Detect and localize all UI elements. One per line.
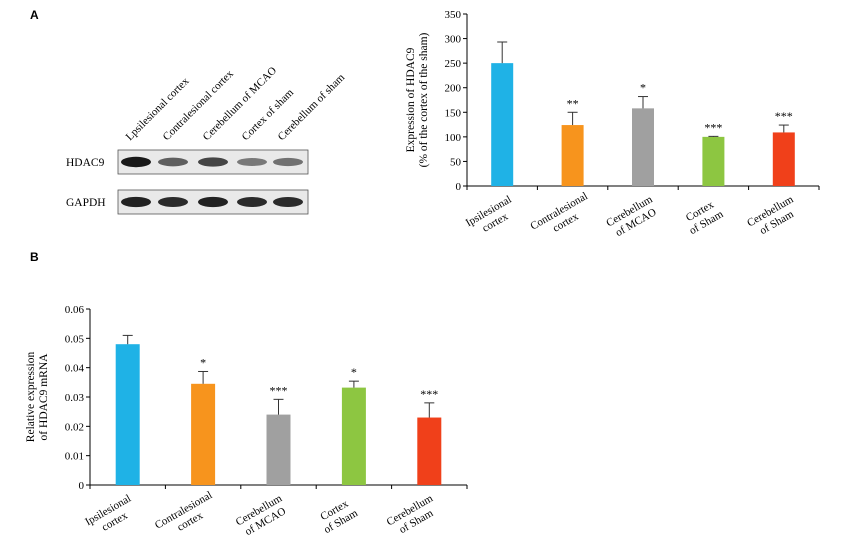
significance-label: * <box>200 355 206 369</box>
significance-label: * <box>640 81 646 95</box>
bar <box>702 136 725 186</box>
blot-lane-label: Contralesional cortex <box>161 68 237 144</box>
x-tick-label: Cortexof Sham <box>315 496 360 536</box>
significance-label: *** <box>704 120 722 134</box>
chart-b-mrna-expression: 0 0.01 0.02 0.03 0.04 0.05 0.06 Relative expres… <box>25 304 468 543</box>
panel-b-label: B <box>30 250 39 264</box>
bar <box>417 417 442 485</box>
y-axis-label: Relative expressionof HDAC9 mRNA <box>25 352 50 443</box>
significance-label: * <box>351 365 357 379</box>
blot-band <box>237 197 267 207</box>
bar <box>772 132 795 186</box>
blot-band <box>198 196 228 208</box>
blot-lane-label: Cerebellum of sham <box>276 71 348 143</box>
bar <box>632 108 654 186</box>
y-axis-label-line: of HDAC9 mRNA <box>38 353 50 441</box>
blot-band <box>158 197 188 207</box>
bar <box>561 125 584 186</box>
y-tick-label: 0.03 <box>65 392 85 404</box>
y-tick-label: 0.02 <box>65 421 84 433</box>
blot-lane-label: Cerebellum of MCAO <box>201 65 280 144</box>
significance-label: *** <box>775 109 793 123</box>
bar <box>266 414 291 485</box>
significance-label: ** <box>567 96 579 110</box>
x-tick-label: Contralesionalcortex <box>153 489 221 543</box>
x-tick-label: Cerebellumof MCAO <box>234 492 291 540</box>
bar <box>191 383 216 485</box>
bar <box>491 63 514 187</box>
blot-band <box>198 157 228 167</box>
y-tick-label: 0 <box>456 181 462 193</box>
x-tick-label: Cortexof Sham <box>681 197 726 237</box>
y-axis-label-line: Relative expression <box>25 352 37 443</box>
y-tick-label: 0.04 <box>65 363 85 375</box>
significance-label: *** <box>420 387 438 401</box>
y-axis-label-line: (% of the cortex of the sham) <box>418 32 430 167</box>
y-tick-label: 0.06 <box>65 304 85 316</box>
x-tick-label: Cerebellumof MCAO <box>604 193 661 241</box>
y-axis-label-line: Expression of HDAC9 <box>405 47 417 152</box>
blot-row-label: GAPDH <box>66 197 106 209</box>
blot-band <box>158 157 188 167</box>
significance-label: *** <box>270 383 288 397</box>
blot-band <box>121 156 151 168</box>
blot-lane-label: Lpsilesional cortex <box>124 75 192 143</box>
bar <box>115 344 140 485</box>
chart-a-protein-expression: 0 50 100 150 200 250 300 350 Expression of HDAC9… <box>405 9 820 244</box>
blot-band <box>237 158 267 166</box>
y-tick-label: 50 <box>450 156 462 168</box>
y-tick-label: 0 <box>79 480 85 492</box>
blot-band <box>273 157 303 167</box>
blot-row-label: HDAC9 <box>66 157 105 169</box>
x-tick-label: Cerebellumof Sham <box>385 492 442 540</box>
y-tick-label: 0.05 <box>65 333 85 345</box>
y-tick-label: 250 <box>445 58 462 70</box>
x-tick-label: Ipsilesionalcortex <box>464 194 520 241</box>
y-tick-label: 0.01 <box>65 451 84 463</box>
y-tick-label: 200 <box>445 83 462 95</box>
y-tick-label: 150 <box>445 107 462 119</box>
y-tick-label: 350 <box>445 9 462 21</box>
x-tick-label: Cerebellumof Sham <box>745 193 802 241</box>
panel-a-label: A <box>30 8 39 22</box>
x-tick-label: Contralesionalcortex <box>528 190 596 244</box>
y-axis-label: Expression of HDAC9(% of the cortex of t… <box>405 32 430 167</box>
y-tick-label: 100 <box>445 132 462 144</box>
bar <box>341 387 366 485</box>
x-tick-label: Ipsilesionalcortex <box>83 493 139 540</box>
blot-band <box>121 196 151 208</box>
y-tick-label: 300 <box>445 34 462 46</box>
blot-band <box>273 197 303 207</box>
